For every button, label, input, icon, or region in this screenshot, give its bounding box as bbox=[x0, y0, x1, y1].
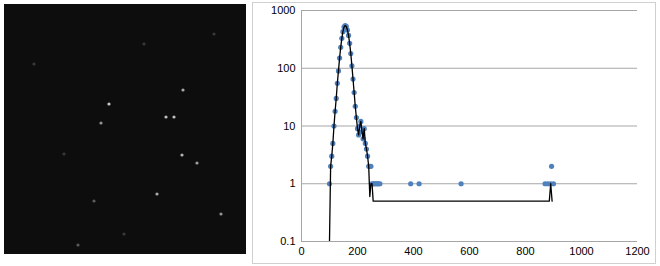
svg-text:1200: 1200 bbox=[625, 245, 649, 257]
svg-text:1000: 1000 bbox=[271, 4, 295, 16]
svg-text:0: 0 bbox=[298, 245, 304, 257]
svg-text:800: 800 bbox=[516, 245, 534, 257]
svg-text:200: 200 bbox=[348, 245, 366, 257]
svg-text:1000: 1000 bbox=[569, 245, 593, 257]
svg-text:400: 400 bbox=[404, 245, 422, 257]
svg-text:1: 1 bbox=[289, 177, 295, 189]
svg-text:100: 100 bbox=[277, 62, 295, 74]
svg-text:10: 10 bbox=[283, 120, 295, 132]
svg-text:600: 600 bbox=[460, 245, 478, 257]
svg-text:0.1: 0.1 bbox=[280, 235, 295, 247]
